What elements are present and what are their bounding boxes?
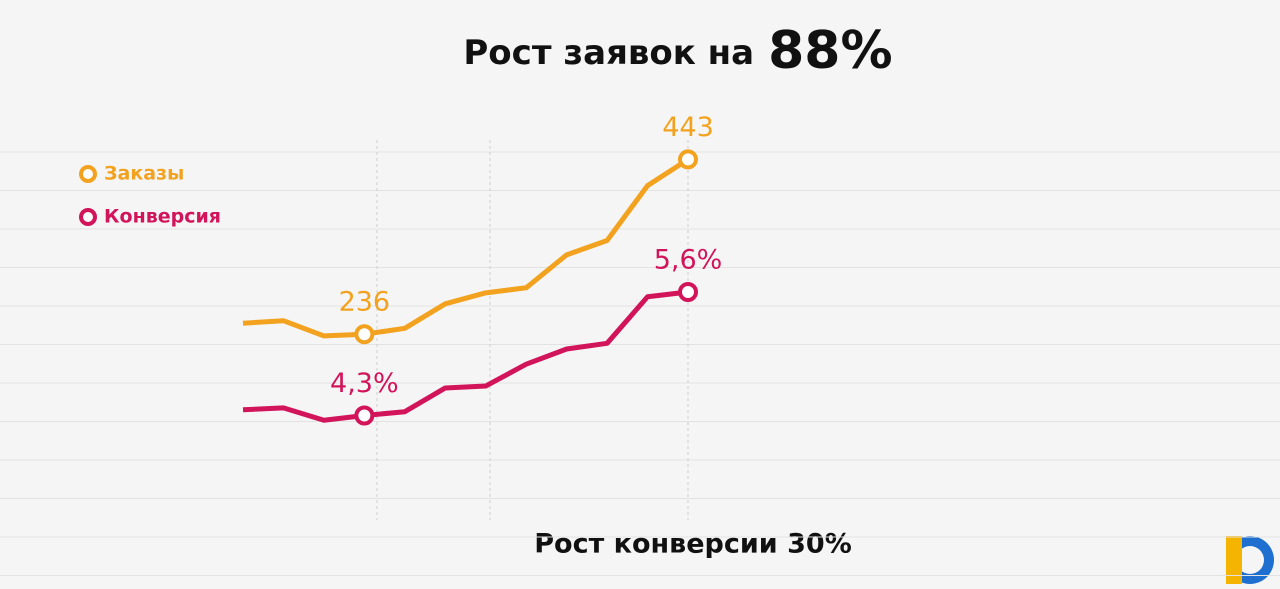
data-label: 5,6% xyxy=(654,245,723,276)
data-label: 4,3% xyxy=(330,368,399,399)
point-marker xyxy=(354,405,375,426)
legend-label: Конверсия xyxy=(104,206,221,228)
legend-marker xyxy=(79,208,97,226)
title-text: Рост заявок на xyxy=(463,33,754,73)
subtitle: Рост конверсии 30% xyxy=(534,529,852,560)
data-label: 443 xyxy=(662,112,714,143)
point-marker xyxy=(678,282,698,302)
chart-title: Рост заявок на 88% xyxy=(463,21,892,81)
logo xyxy=(1226,536,1274,584)
legend-marker xyxy=(79,165,97,183)
line xyxy=(242,157,690,339)
point-marker xyxy=(678,149,698,170)
title-highlight: 88% xyxy=(768,21,892,81)
legend-label: Заказы xyxy=(104,163,184,185)
data-label: 236 xyxy=(339,287,391,318)
line xyxy=(242,289,689,423)
point-marker xyxy=(354,324,375,345)
